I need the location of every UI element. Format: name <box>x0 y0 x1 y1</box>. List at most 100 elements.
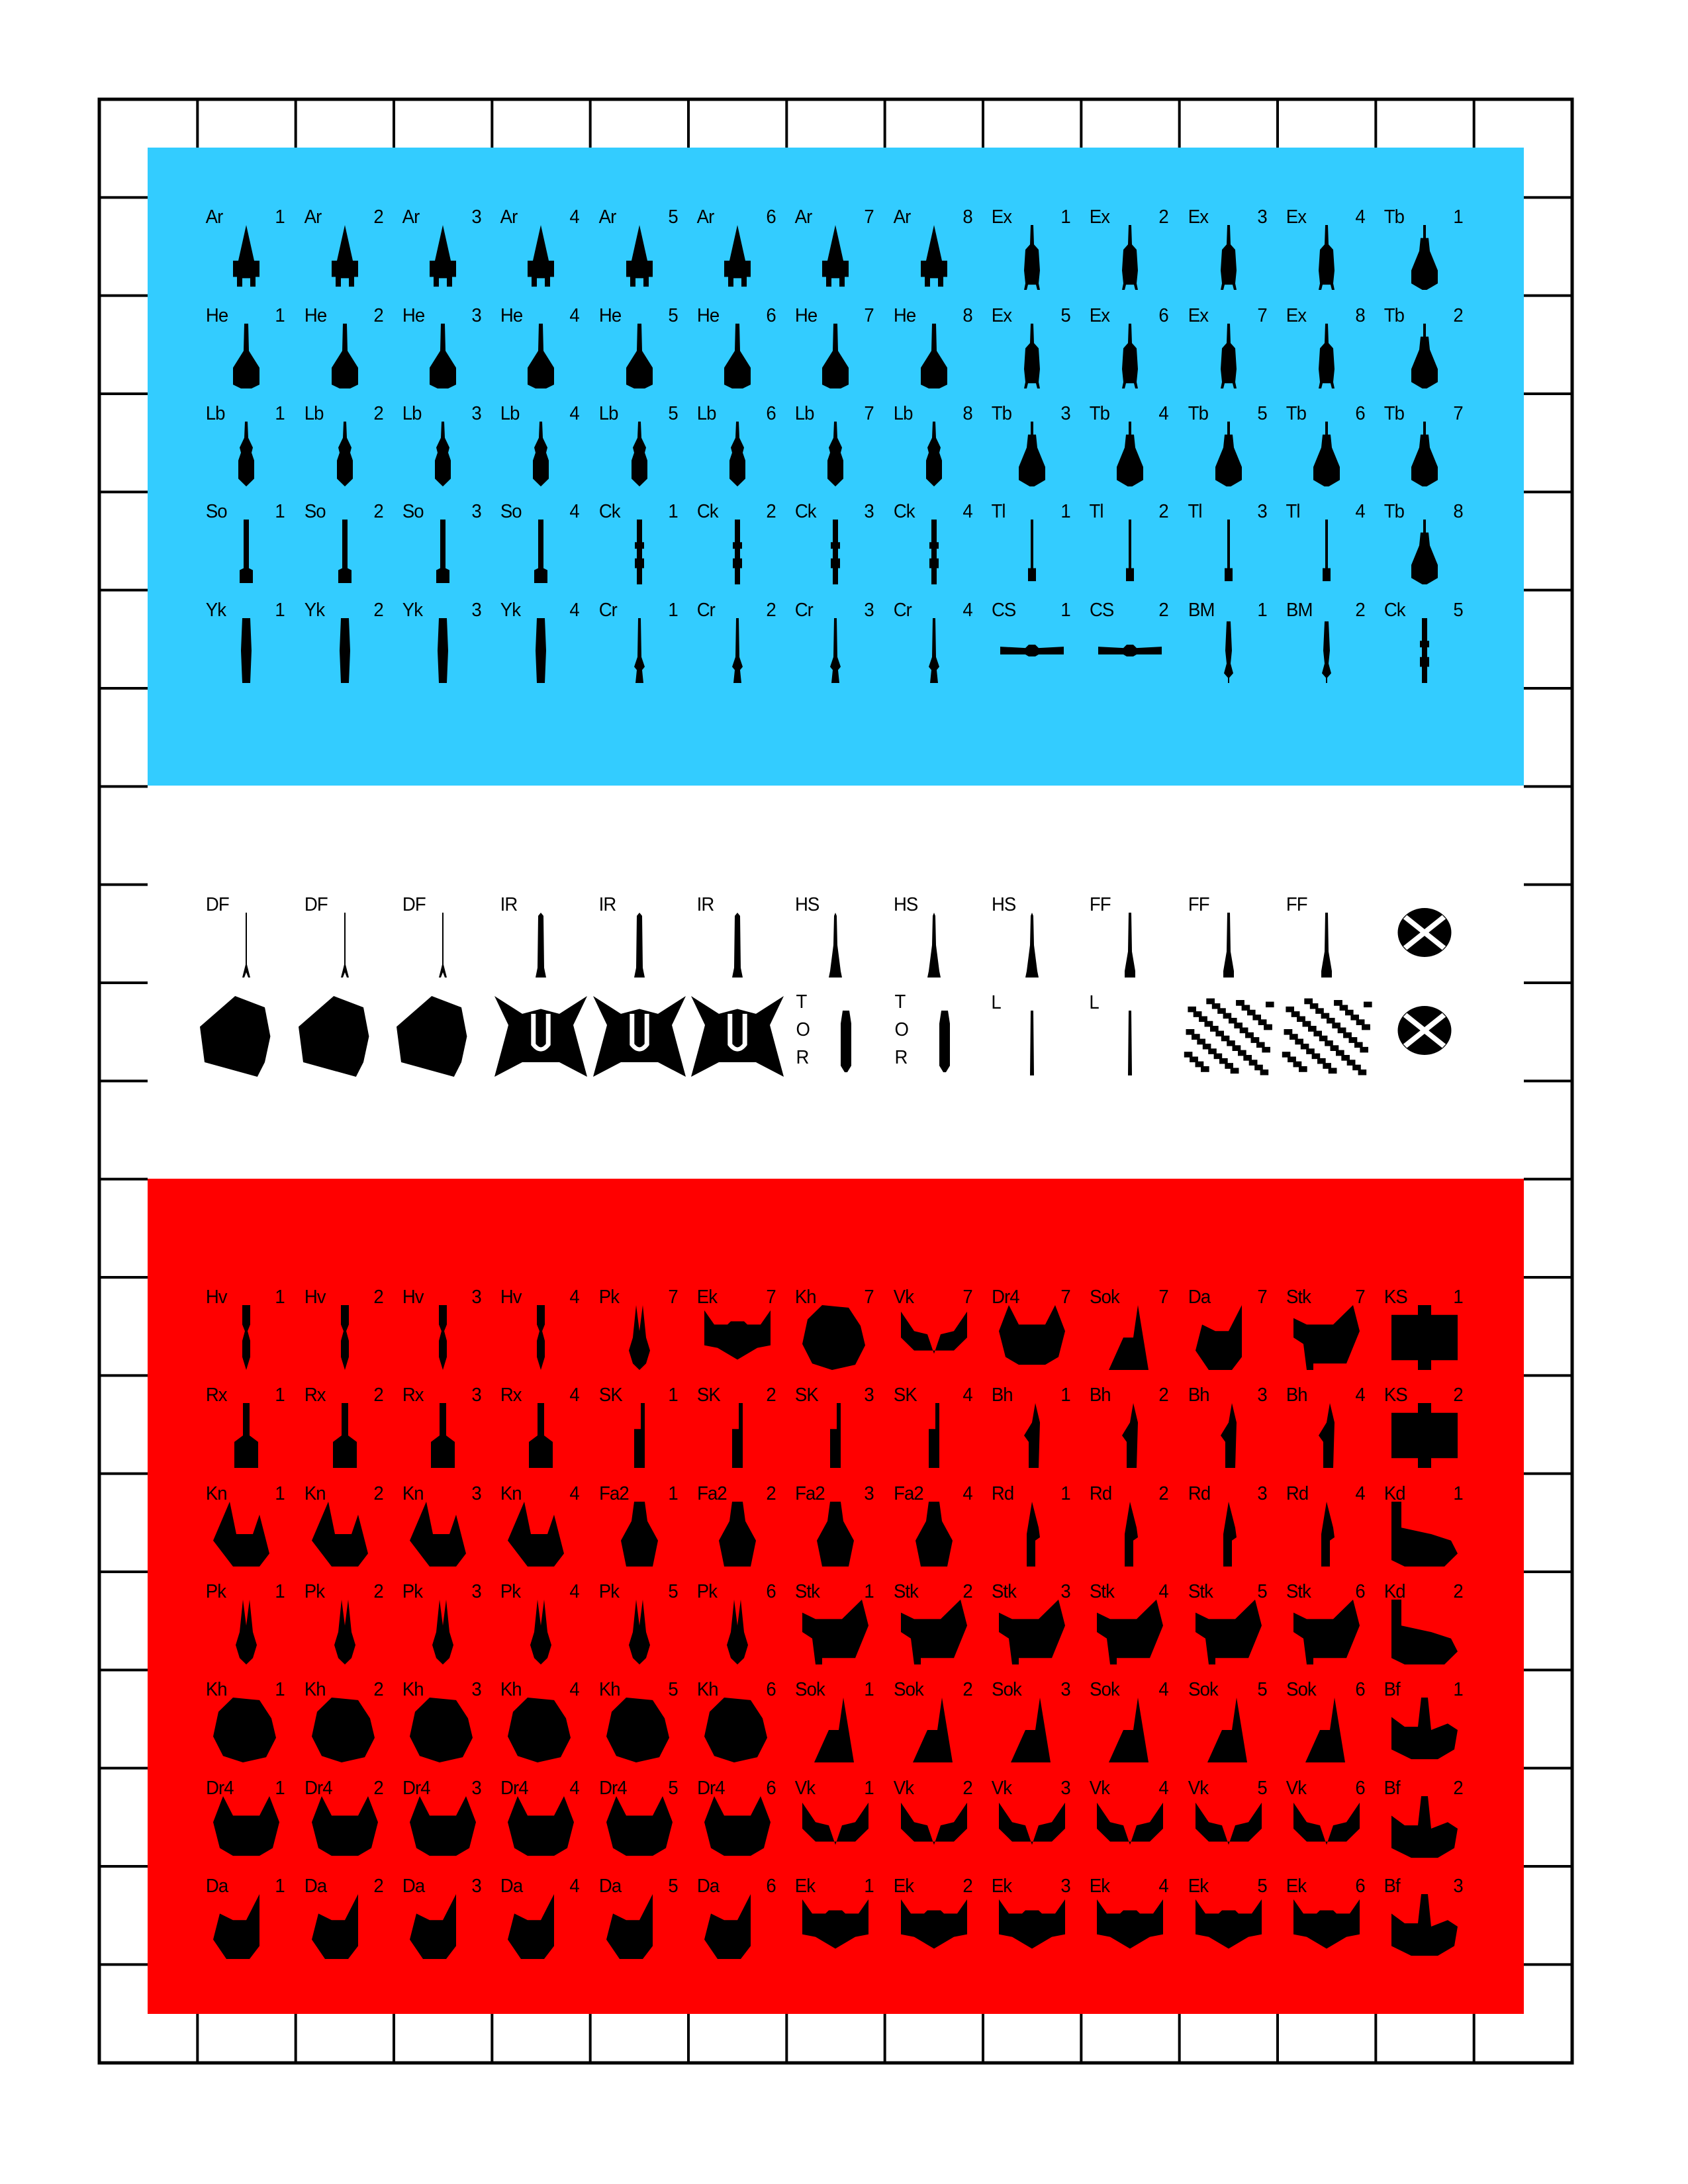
counter-number: 1 <box>275 1287 285 1308</box>
dr4-icon <box>410 1796 476 1856</box>
counter-name: Tb <box>1286 403 1307 424</box>
counter-name: Ar <box>696 206 715 228</box>
counter-name: Bf <box>1383 1876 1401 1897</box>
counter-name: Pk <box>304 1581 324 1602</box>
counter-name: Ek <box>991 1876 1012 1897</box>
rod-icon <box>338 520 352 584</box>
counter-number: 4 <box>569 501 580 523</box>
counter-cs-2: CS 2 <box>1081 590 1179 688</box>
counter-bf-3: Bf 3 <box>1376 1866 1474 1964</box>
counter-number: 2 <box>766 599 776 621</box>
kn-icon <box>213 1501 270 1567</box>
counter-name: DF <box>304 893 328 915</box>
counter-name: Ck <box>795 501 817 523</box>
counter-da-5: Da 5 <box>590 1866 688 1964</box>
fa2-icon <box>915 1501 953 1567</box>
sk-icon <box>633 1403 645 1469</box>
dr4-icon <box>213 1796 280 1856</box>
counter-he-8: He 8 <box>885 296 983 394</box>
counter-name: Dr4 <box>206 1777 234 1799</box>
lb-icon <box>435 422 451 486</box>
counter-number: 4 <box>569 1581 580 1602</box>
counter-tl-1: Tl 1 <box>983 492 1081 590</box>
counter-sk-4: SK 4 <box>885 1375 983 1473</box>
counter-name: Pk <box>696 1581 718 1602</box>
counter-number: 3 <box>471 1679 481 1701</box>
counter-cr-1: Cr 1 <box>590 590 688 688</box>
counter-number: 5 <box>1256 403 1267 424</box>
counter-he-6: He 6 <box>688 296 786 394</box>
counter-name: HS <box>893 893 918 915</box>
counter-tor: TOR <box>885 983 983 1081</box>
counter-number: 3 <box>1256 1385 1267 1406</box>
ex-icon <box>1122 225 1139 291</box>
counter-number: 7 <box>766 1287 776 1308</box>
counter-hv-1: Hv 1 <box>197 1277 295 1375</box>
ek-icon <box>802 1899 869 1949</box>
counter-bh-4: Bh 4 <box>1278 1375 1376 1473</box>
da-icon <box>410 1894 456 1959</box>
yk-icon <box>339 617 350 683</box>
counter-name: Vk <box>1090 1777 1110 1799</box>
counter-name: Kh <box>206 1679 228 1701</box>
counter-number: 2 <box>1158 206 1169 228</box>
counter-name: Tb <box>991 403 1012 424</box>
counter-name: Kh <box>795 1287 817 1308</box>
counter-name: Bh <box>1090 1385 1111 1406</box>
pk-icon <box>334 1600 355 1664</box>
counter-number: 4 <box>569 1876 580 1897</box>
counter-name: Ek <box>1188 1876 1208 1897</box>
counter-number: 5 <box>667 304 678 326</box>
counter-asteroid <box>296 983 394 1081</box>
counter-number: 2 <box>373 1876 383 1897</box>
counter-kn-1: Kn 1 <box>197 1474 295 1572</box>
counter-number: 3 <box>864 501 874 523</box>
ex-icon <box>1319 225 1335 291</box>
counter-number: 4 <box>1158 1777 1169 1799</box>
vk-icon <box>1293 1802 1360 1845</box>
counter-ar-2: Ar 2 <box>296 197 394 295</box>
counter-stk-3: Stk 3 <box>983 1572 1081 1670</box>
counter-station <box>590 983 688 1081</box>
counter-sok-3: Sok 3 <box>983 1670 1081 1768</box>
counter-name: Bf <box>1383 1679 1401 1701</box>
counter-name: Vk <box>991 1777 1012 1799</box>
counter-name: He <box>893 304 916 326</box>
counter-name: Lb <box>696 403 717 424</box>
dr4-icon <box>311 1796 378 1856</box>
counter-cr-2: Cr 2 <box>688 590 786 688</box>
counter-kh-1: Kh 1 <box>197 1670 295 1768</box>
counter-name: Kn <box>304 1482 326 1504</box>
counter-number: 2 <box>1158 1482 1169 1504</box>
df-icon <box>340 912 349 978</box>
counter-number: 5 <box>667 403 678 424</box>
counter-name: Ex <box>991 206 1012 228</box>
stk-icon <box>900 1600 967 1664</box>
counter-name: Lb <box>500 403 520 424</box>
counter-name: Yk <box>206 599 226 621</box>
counter-name: Stk <box>1090 1581 1115 1602</box>
pk-icon <box>628 1305 650 1370</box>
rx-icon <box>332 1403 357 1469</box>
counter-name: Pk <box>500 1581 521 1602</box>
counter-name: Kh <box>304 1679 326 1701</box>
counter-name: Ek <box>1090 1876 1110 1897</box>
counter-vk-4: Vk 4 <box>1081 1768 1179 1866</box>
dart-icon <box>528 225 555 287</box>
counter-ks-1: KS 1 <box>1376 1277 1474 1375</box>
counter-cr-4: Cr 4 <box>885 590 983 688</box>
counter-name: DF <box>206 893 230 915</box>
counter-name: Rx <box>500 1385 522 1406</box>
he-icon <box>920 323 947 388</box>
counter-dr4-2: Dr4 2 <box>296 1768 394 1866</box>
counter-name: Vk <box>795 1777 816 1799</box>
counter-lb-6: Lb 6 <box>688 394 786 492</box>
ck-icon <box>929 520 939 585</box>
counter-name: Da <box>402 1876 425 1897</box>
counter-lb-7: Lb 7 <box>786 394 884 492</box>
counter-lb-8: Lb 8 <box>885 394 983 492</box>
counter-bh-3: Bh 3 <box>1180 1375 1278 1473</box>
counter-kh-4: Kh 4 <box>492 1670 590 1768</box>
stk-icon <box>999 1600 1065 1664</box>
counter-ir: IR <box>492 885 590 983</box>
